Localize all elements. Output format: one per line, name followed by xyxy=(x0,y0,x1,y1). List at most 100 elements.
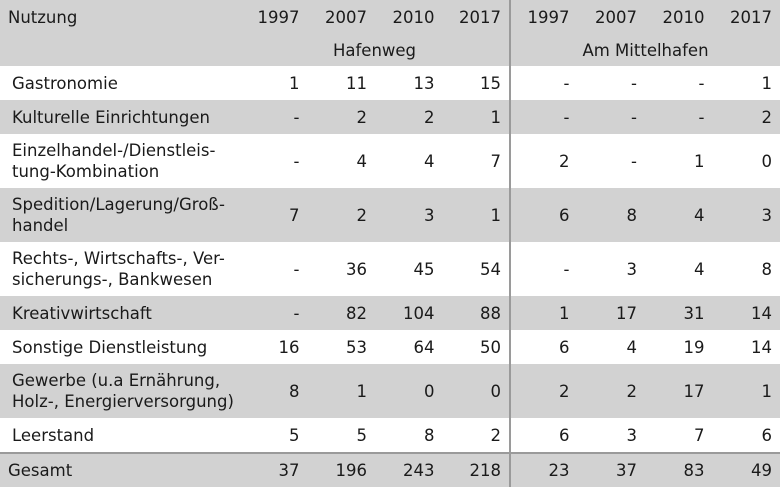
table-cell: - xyxy=(509,66,578,100)
table-cell: 4 xyxy=(626,337,638,357)
table-cell: 37 xyxy=(577,452,645,487)
table-cell: - xyxy=(698,73,705,93)
table-cell: - xyxy=(293,107,300,127)
table-cell: 3 xyxy=(626,259,638,279)
table-cell: 88 xyxy=(480,303,501,323)
table-cell: 23 xyxy=(509,452,578,487)
table-cell: 8 xyxy=(761,259,773,279)
table-cell: - xyxy=(698,107,705,127)
table-cell: - xyxy=(509,242,578,296)
table-cell: 53 xyxy=(346,337,367,357)
table-row: Gastronomie 1 11 13 15- - -1 xyxy=(0,66,780,100)
table-cell: 3 xyxy=(424,205,435,225)
table-cell: 2 xyxy=(490,425,502,445)
table-cell: - xyxy=(509,100,578,134)
total-label: Gesamt xyxy=(0,452,240,487)
table-cell: 2 xyxy=(356,205,368,225)
row-label: Leerstand xyxy=(12,425,95,445)
table-cell: 1 xyxy=(356,381,368,401)
table-cell: 6 xyxy=(509,188,578,242)
table-cell: 7 xyxy=(490,151,502,171)
row-label-line: Spedition/Lagerung/Groß- xyxy=(12,195,225,214)
table-cell: 3 xyxy=(761,205,773,225)
table-cell: 1 xyxy=(490,107,502,127)
table-cell: 6 xyxy=(509,330,578,364)
table-cell: 3 xyxy=(626,425,638,445)
table-cell: 37 xyxy=(240,452,308,487)
row-label: Sonstige Dienstleistung xyxy=(12,337,208,357)
row-label: Spedition/Lagerung/Groß-handel xyxy=(0,188,240,242)
row-label: Gewerbe (u.a Ernährung, Holz-, Energierve… xyxy=(0,364,240,418)
table-cell: 17 xyxy=(616,303,637,323)
header-row: Nutzung 1997 2007 2010 2017 1997 2007 20… xyxy=(0,0,780,34)
table-cell: 243 xyxy=(375,452,443,487)
group-spacer xyxy=(0,34,240,66)
table-cell: 1 xyxy=(761,381,773,401)
table-cell: 49 xyxy=(712,452,780,487)
table-cell: - xyxy=(293,151,300,171)
table-cell: 6 xyxy=(509,418,578,453)
table-cell: 2 xyxy=(761,107,773,127)
table-cell: 4 xyxy=(424,151,435,171)
table-cell: 15 xyxy=(480,73,501,93)
table-cell: 1 xyxy=(761,73,773,93)
table-cell: 31 xyxy=(683,303,705,323)
table-row: Leerstand 5 5 8 2 6 3 7 6 xyxy=(0,418,780,453)
table-cell: 7 xyxy=(694,425,705,445)
table-cell: 104 xyxy=(403,303,435,323)
table-row: Rechts-, Wirtschafts-, Ver-sicherungs-, … xyxy=(0,242,780,296)
header-year: 2017 xyxy=(459,7,501,27)
header-usage: Nutzung xyxy=(8,7,78,27)
table-cell: - xyxy=(631,73,637,93)
header-year: 2007 xyxy=(595,7,637,27)
table-cell: 5 xyxy=(289,425,300,445)
table-row: Gewerbe (u.a Ernährung, Holz-, Energierve… xyxy=(0,364,780,418)
table-cell: 0 xyxy=(490,381,502,401)
row-label: Rechts-, Wirtschafts-, Ver-sicherungs-, … xyxy=(0,242,240,296)
table-cell: 54 xyxy=(480,259,501,279)
table-cell: 36 xyxy=(346,259,367,279)
row-label-line: tung-Kombination xyxy=(12,162,160,181)
table-cell: 45 xyxy=(413,259,435,279)
table-cell: 16 xyxy=(278,337,300,357)
table-cell: - xyxy=(293,259,300,279)
table-cell: 2 xyxy=(356,107,368,127)
table-cell: 17 xyxy=(683,381,705,401)
table-cell: 7 xyxy=(289,205,300,225)
header-year: 1997 xyxy=(509,0,578,34)
table-cell: 11 xyxy=(346,73,367,93)
group-mittelhafen: Am Mittelhafen xyxy=(509,34,780,66)
row-label: Gastronomie xyxy=(12,73,118,93)
table-cell: 2 xyxy=(626,381,638,401)
row-label-line: Gewerbe (u.a Ernährung, xyxy=(12,371,221,390)
table-cell: 8 xyxy=(424,425,435,445)
table-cell: 1 xyxy=(289,73,300,93)
header-year: 2010 xyxy=(392,7,435,27)
row-label-line: Rechts-, Wirtschafts-, Ver- xyxy=(12,249,225,268)
table-cell: 1 xyxy=(694,151,705,171)
row-label: Einzelhandel-/Dienstleis-tung-Kombinatio… xyxy=(0,134,240,188)
header-year: 2017 xyxy=(730,7,772,27)
table-cell: 14 xyxy=(751,303,772,323)
table-cell: 0 xyxy=(424,381,435,401)
table-cell: - xyxy=(631,107,637,127)
row-label: Kreativwirtschaft xyxy=(12,303,152,323)
total-row: Gesamt 37 196 243 218 23 37 83 49 xyxy=(0,452,780,487)
table-cell: 64 xyxy=(413,337,435,357)
header-year: 2007 xyxy=(325,7,367,27)
table-cell: 8 xyxy=(626,205,638,225)
table-cell: 1 xyxy=(509,296,578,330)
row-label-line: handel xyxy=(12,216,69,235)
table-cell: 19 xyxy=(683,337,705,357)
header-year: 2010 xyxy=(662,7,705,27)
table-cell: 218 xyxy=(442,452,510,487)
table-cell: 1 xyxy=(490,205,502,225)
table-row: Kulturelle Einrichtungen -2 2 1- - -2 xyxy=(0,100,780,134)
group-row: Hafenweg Am Mittelhafen xyxy=(0,34,780,66)
table-cell: 4 xyxy=(694,205,705,225)
row-label-line: Holz-, Energierversorgung) xyxy=(12,392,234,411)
table-row: Spedition/Lagerung/Groß-handel 7 2 3 1 6 8 4 3 xyxy=(0,188,780,242)
table-cell: 5 xyxy=(356,425,368,445)
table-row: Sonstige Dienstleistung 16 53 64 50 6 4 19 14 xyxy=(0,330,780,364)
